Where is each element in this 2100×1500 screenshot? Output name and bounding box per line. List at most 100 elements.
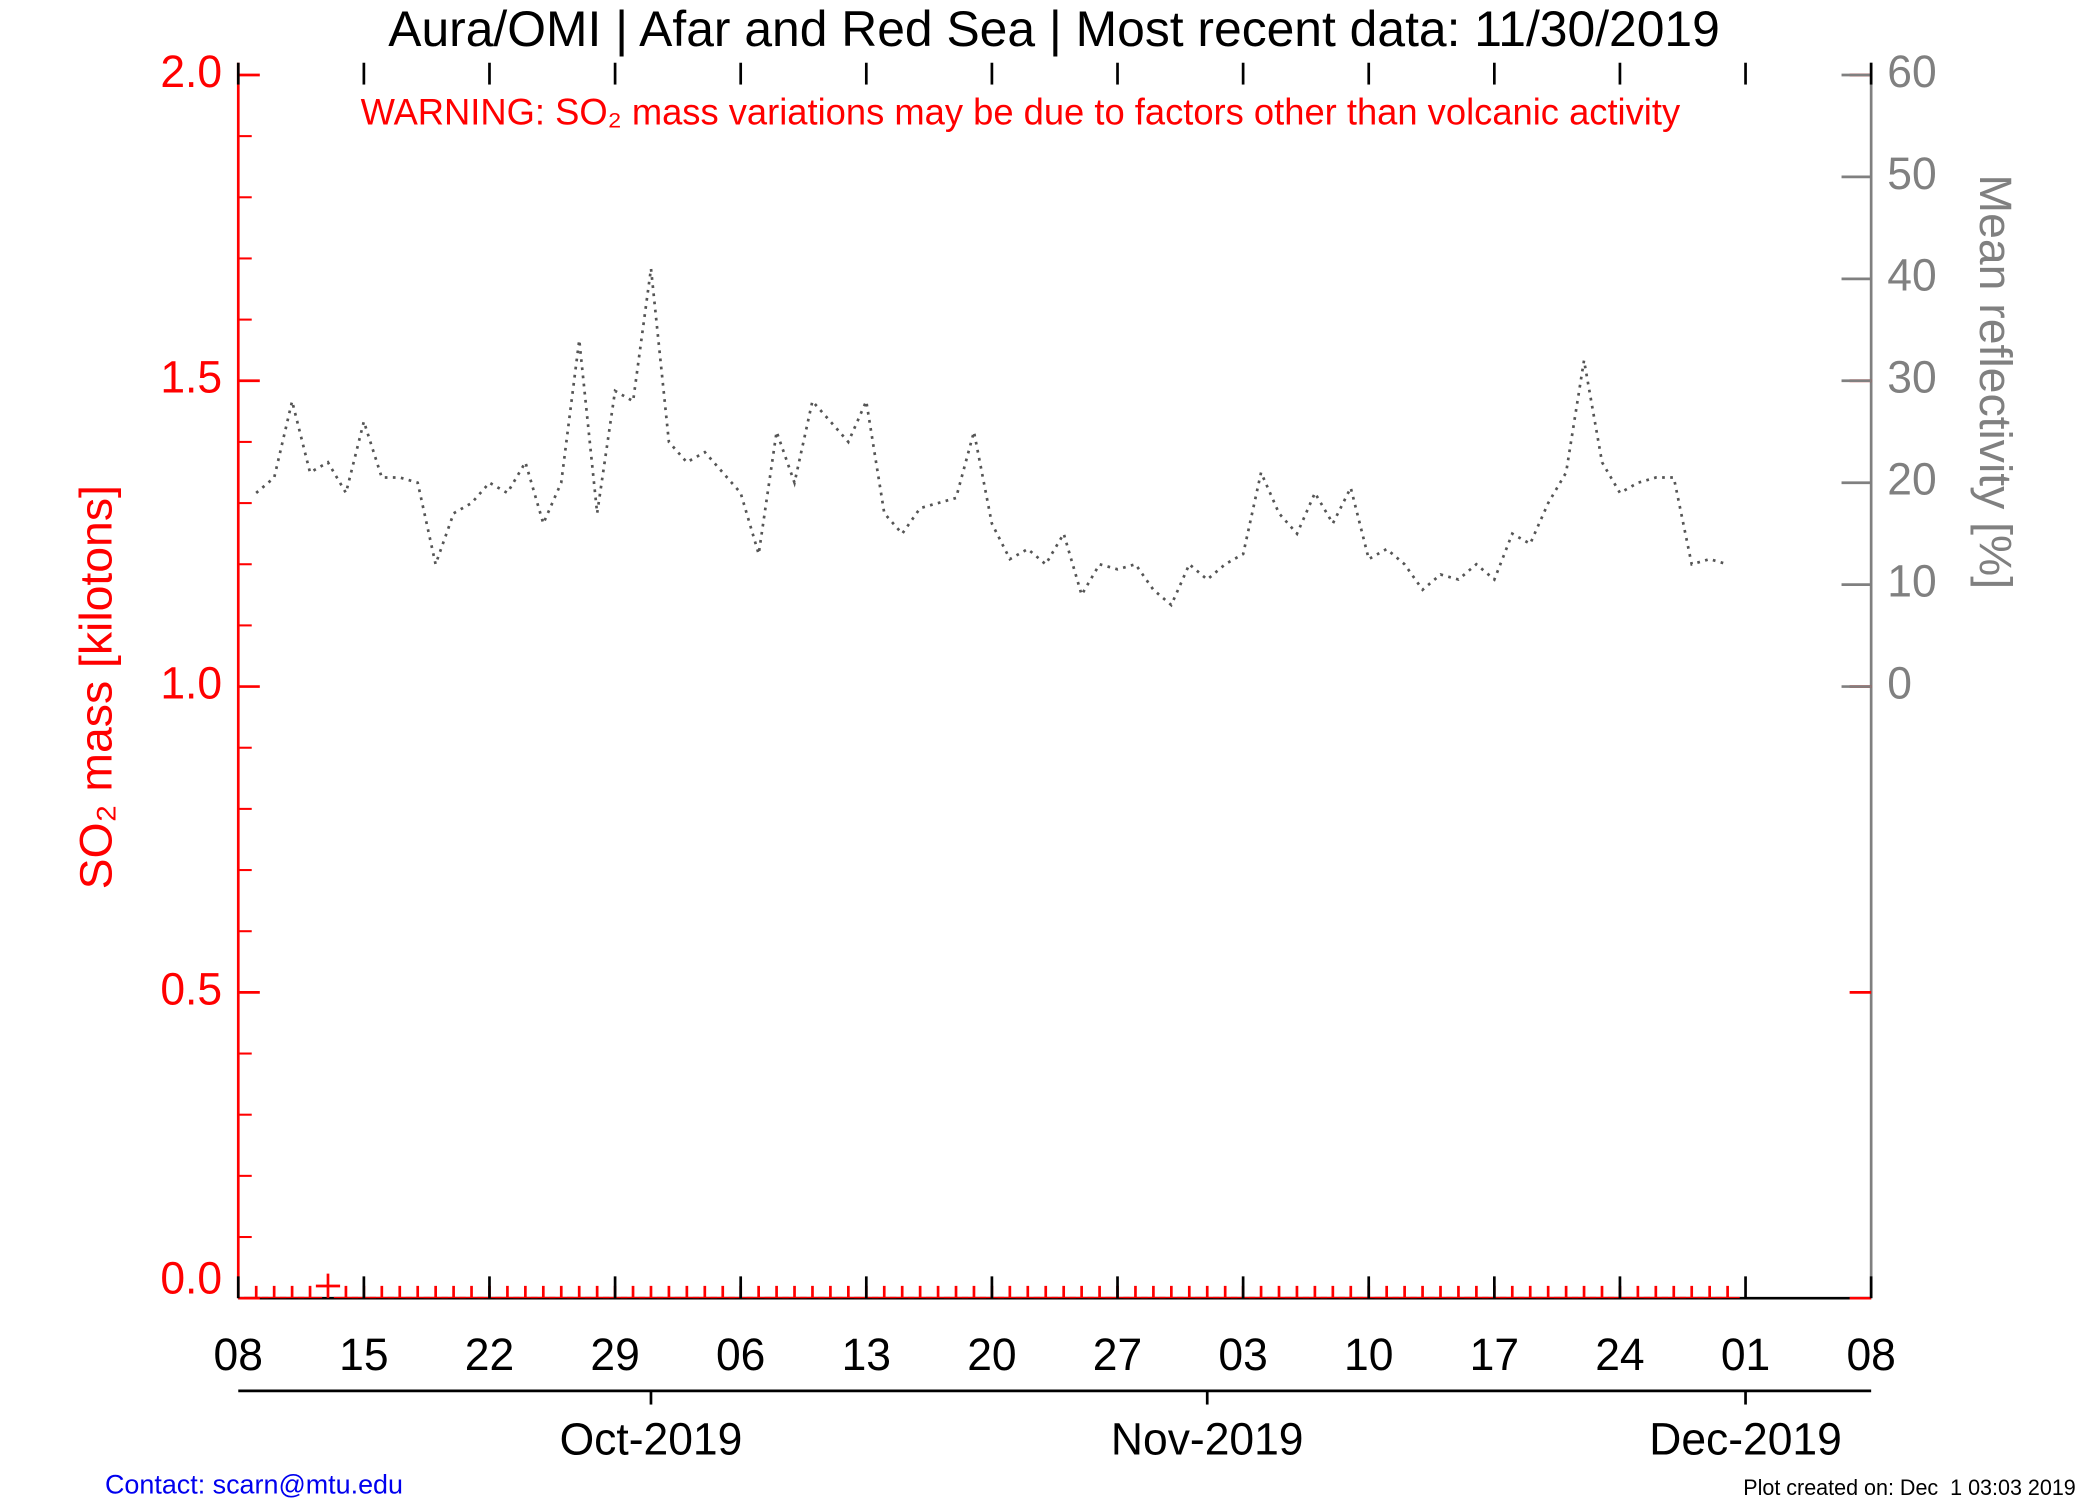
so2-marker (279, 1285, 305, 1299)
so2-marker (890, 1285, 915, 1299)
plot-created: Plot created on: Dec 1 03:03 2019 (1743, 1475, 2076, 1500)
so2-marker (818, 1285, 843, 1299)
so2-marker (764, 1285, 789, 1299)
so2-marker (1159, 1285, 1184, 1299)
x-tick-label: 29 (590, 1331, 639, 1380)
so2-marker (800, 1285, 825, 1299)
y2-tick-label: 10 (1887, 557, 1936, 606)
so2-marker (872, 1285, 897, 1299)
x2-tick-label: Dec-2019 (1649, 1415, 1842, 1464)
y-tick-label: 0.0 (160, 1254, 222, 1303)
x-tick-label: 13 (842, 1331, 891, 1380)
so2-marker (441, 1285, 466, 1299)
so2-marker (387, 1285, 412, 1299)
so2-marker (1554, 1285, 1579, 1299)
y-tick-label: 0.5 (160, 965, 222, 1014)
so2-marker (1715, 1285, 1740, 1299)
so2-marker (961, 1285, 987, 1299)
so2-marker (997, 1285, 1022, 1299)
so2-marker (1410, 1285, 1435, 1299)
y-axis-label: SO₂ mass [kilotons] (70, 485, 122, 889)
so2-marker (710, 1285, 735, 1299)
so2-marker (262, 1285, 287, 1299)
x-tick-label: 27 (1093, 1331, 1142, 1380)
so2-marker (1069, 1285, 1094, 1299)
so2-marker (495, 1285, 520, 1299)
so2-marker (315, 1273, 341, 1299)
so2-marker (244, 1285, 269, 1299)
warning: WARNING: SO₂ mass variations may be due … (361, 91, 1681, 132)
x-tick-label: 01 (1721, 1331, 1770, 1380)
so2-marker (1266, 1285, 1292, 1299)
so2-marker (1015, 1285, 1040, 1299)
so2-marker (1123, 1285, 1148, 1299)
so2-marker (908, 1285, 933, 1299)
so2-marker (1374, 1285, 1399, 1299)
so2-marker (1679, 1285, 1704, 1299)
y2-tick-label: 20 (1887, 455, 1936, 504)
so2-marker (1087, 1285, 1112, 1299)
so2-marker (585, 1285, 610, 1299)
x-tick-label: 08 (1846, 1331, 1895, 1380)
so2-marker (1428, 1285, 1453, 1299)
x2-tick-label: Oct-2019 (560, 1415, 743, 1464)
so2-marker (1284, 1285, 1310, 1299)
so2-marker (297, 1285, 323, 1299)
x-tick-label: 15 (339, 1331, 388, 1380)
so2-marker (1320, 1285, 1345, 1299)
y2-tick-label: 50 (1887, 150, 1936, 199)
so2-marker (513, 1285, 538, 1299)
y2-tick-label: 0 (1887, 659, 1912, 708)
y2-tick-label: 40 (1887, 251, 1936, 300)
so2-marker (1625, 1285, 1650, 1299)
x-tick-label: 24 (1595, 1331, 1644, 1380)
so2-marker (638, 1285, 664, 1299)
so2-marker (459, 1285, 484, 1299)
plot-area (244, 268, 1740, 1299)
so2-marker (567, 1285, 592, 1299)
so2-marker (1643, 1285, 1668, 1299)
so2-marker (1248, 1285, 1274, 1299)
x-tick-label: 20 (967, 1331, 1016, 1380)
so2-marker (1571, 1285, 1597, 1299)
so2-marker (1589, 1285, 1615, 1299)
so2-marker (1177, 1285, 1202, 1299)
so2-marker (1661, 1285, 1686, 1299)
so2-marker (423, 1285, 448, 1299)
y-tick-label: 1.5 (160, 353, 222, 402)
so2-marker (746, 1285, 771, 1299)
y2-tick-label: 60 (1887, 48, 1936, 97)
contact: Contact: scarn@mtu.edu (105, 1468, 403, 1499)
so2-marker (1392, 1285, 1417, 1299)
so2-marker (656, 1285, 682, 1299)
so2-marker (1464, 1285, 1489, 1299)
y-tick-label: 2.0 (160, 48, 222, 97)
x2-tick-label: Nov-2019 (1111, 1415, 1304, 1464)
so2-marker (1500, 1285, 1525, 1299)
x-tick-label: 17 (1470, 1331, 1519, 1380)
reflectivity-line (255, 268, 1729, 608)
so2-marker (1213, 1285, 1238, 1299)
so2-marker (674, 1285, 699, 1299)
x-tick-label: 10 (1344, 1331, 1393, 1380)
so2-marker (836, 1285, 861, 1299)
so2-marker (1518, 1285, 1543, 1299)
so2-marker (1697, 1285, 1722, 1299)
chart-title: Aura/OMI | Afar and Red Sea | Most recen… (388, 1, 1720, 57)
so2-marker (1338, 1285, 1363, 1299)
so2-marker (943, 1285, 969, 1299)
x-tick-label: 22 (465, 1331, 514, 1380)
so2-marker (1195, 1285, 1220, 1299)
so2-marker (369, 1285, 394, 1299)
x-tick-label: 06 (716, 1331, 765, 1380)
so2-marker (1051, 1285, 1076, 1299)
so2-marker (1302, 1285, 1328, 1299)
y2-axis-label: Mean reflectivity [%] (1970, 174, 2022, 589)
x-tick-label: 08 (214, 1331, 263, 1380)
so2-marker (1536, 1285, 1561, 1299)
so2-marker (333, 1285, 359, 1299)
x-tick-label: 03 (1218, 1331, 1267, 1380)
so2-marker (1141, 1285, 1166, 1299)
y2-tick-label: 30 (1887, 353, 1936, 402)
